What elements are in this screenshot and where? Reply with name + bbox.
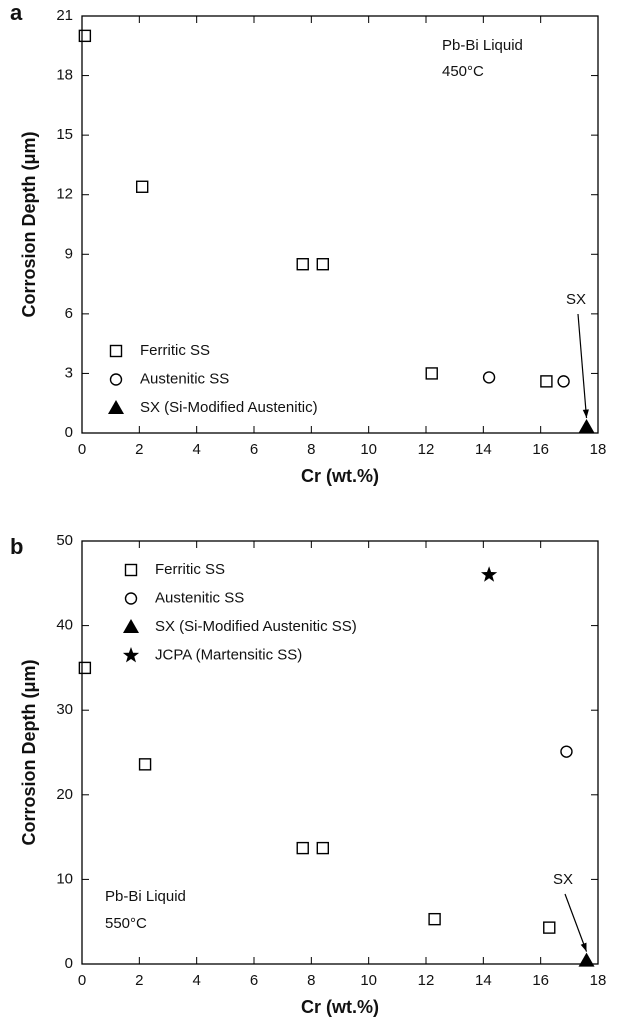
y-tick-label: 40 [56,617,73,634]
y-tick-label: 21 [56,7,73,24]
y-axis-title: Corrosion Depth (μm) [19,659,39,845]
y-tick-label: 50 [56,532,73,549]
marker-square [296,841,309,855]
y-tick-label: 3 [65,364,73,381]
x-tick-label: 6 [250,441,258,458]
marker-square [124,563,138,577]
y-tick-label: 30 [56,701,73,718]
y-tick-label: 9 [65,245,73,262]
marker-triangle [578,419,595,434]
marker-square [135,180,149,193]
x-axis-title: Cr (wt.%) [301,466,379,486]
x-tick-label: 4 [192,441,200,458]
y-tick-label: 15 [56,126,73,143]
annotation: 450°C [442,63,484,80]
marker-square [540,375,553,388]
plot-frame [81,15,599,434]
marker-triangle [123,619,139,633]
x-tick-label: 14 [475,972,492,989]
arrow-head [582,409,589,419]
y-axis-title: Corrosion Depth (μm) [19,131,39,317]
panel-label: a [10,0,23,25]
arrow-head [580,942,587,952]
x-tick-label: 2 [135,972,143,989]
marker-circle [482,371,496,384]
x-tick-label: 16 [532,441,549,458]
x-tick-label: 6 [250,972,258,989]
legend-label: SX (Si-Modified Austenitic SS) [155,618,357,635]
x-tick-label: 12 [418,972,435,989]
annotation: SX [566,291,586,308]
x-tick-label: 0 [78,441,86,458]
marker-triangle [108,400,124,414]
panel-label: b [10,534,23,559]
y-tick-label: 0 [65,955,73,972]
x-tick-label: 8 [307,441,315,458]
marker-star [481,566,498,582]
marker-square [316,841,329,855]
x-tick-label: 10 [360,972,377,989]
annotation: 550°C [105,915,147,932]
plot-frame [81,540,599,965]
marker-circle [557,375,570,388]
y-tick-label: 6 [65,305,73,322]
x-tick-label: 16 [532,972,549,989]
legend-label: Ferritic SS [155,561,225,578]
marker-triangle [578,952,595,967]
arrow-line [577,313,588,419]
annotation: Pb-Bi Liquid [442,37,523,54]
marker-square [296,258,309,271]
marker-square [425,367,438,380]
marker-square [543,921,556,934]
x-tick-label: 8 [307,972,315,989]
marker-square [138,758,152,771]
y-tick-label: 12 [56,186,73,203]
marker-circle [560,745,573,758]
x-tick-label: 0 [78,972,86,989]
marker-circle [109,373,123,386]
y-tick-label: 20 [56,786,73,803]
marker-circle [124,592,138,605]
x-tick-label: 14 [475,441,492,458]
x-tick-label: 18 [590,441,607,458]
y-tick-label: 0 [65,424,73,441]
y-tick-label: 18 [56,67,73,84]
x-tick-label: 4 [192,972,200,989]
arrow-line [564,893,588,952]
x-tick-label: 10 [360,441,377,458]
legend-label: Austenitic SS [140,370,229,387]
legend-label: Austenitic SS [155,589,244,606]
legend-label: JCPA (Martensitic SS) [155,646,302,663]
x-tick-label: 12 [418,441,435,458]
x-tick-label: 18 [590,972,607,989]
y-tick-label: 10 [56,870,73,887]
x-axis-title: Cr (wt.%) [301,997,379,1017]
legend-label: Ferritic SS [140,342,210,359]
marker-star [122,647,140,663]
x-tick-label: 2 [135,441,143,458]
annotation: SX [553,871,573,888]
marker-square [428,912,441,926]
legend-label: SX (Si-Modified Austenitic) [140,399,318,416]
marker-square [316,258,329,271]
marker-square [78,29,92,43]
annotation: Pb-Bi Liquid [105,888,186,905]
marker-square [109,344,123,358]
marker-square [78,661,92,675]
